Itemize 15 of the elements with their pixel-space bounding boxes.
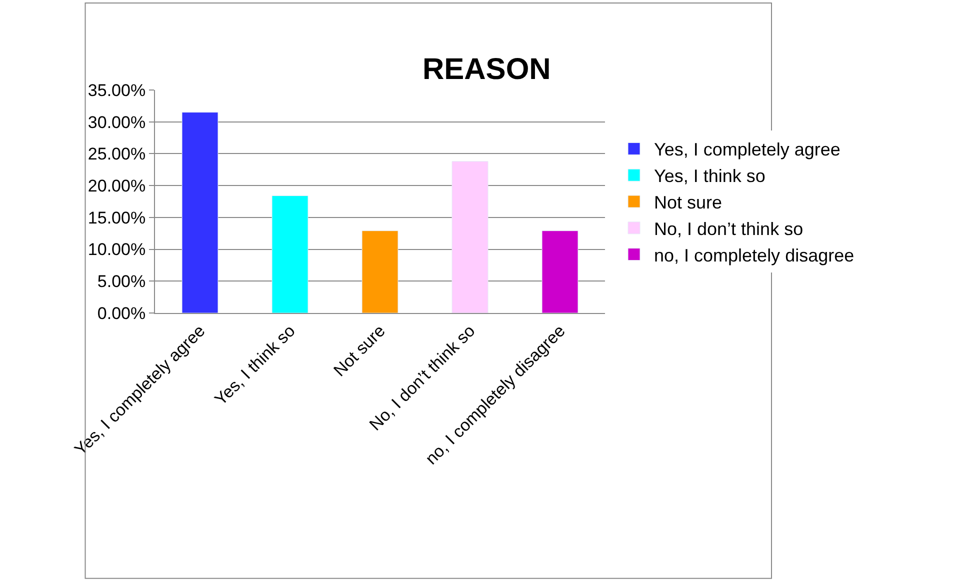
y-tick-label: 15.00% xyxy=(88,208,146,228)
x-tick-label: Not sure xyxy=(330,321,389,380)
chart-title: REASON xyxy=(422,53,551,86)
y-tick-label: 20.00% xyxy=(88,176,146,196)
legend-label: Yes, I think so xyxy=(654,166,766,186)
y-tick-label: 35.00% xyxy=(88,80,146,100)
legend-label: No, I don’t think so xyxy=(654,218,804,239)
y-tick-label: 0.00% xyxy=(97,304,146,323)
y-tick-label: 10.00% xyxy=(88,240,146,260)
legend-label: Yes, I completely agree xyxy=(654,140,840,160)
legend-label: Not sure xyxy=(654,192,722,213)
y-tick-label: 5.00% xyxy=(97,272,146,292)
y-tick-label: 30.00% xyxy=(88,112,146,132)
y-tick-label: 25.00% xyxy=(88,144,146,164)
legend-label: no, I completely disagree xyxy=(654,245,854,266)
